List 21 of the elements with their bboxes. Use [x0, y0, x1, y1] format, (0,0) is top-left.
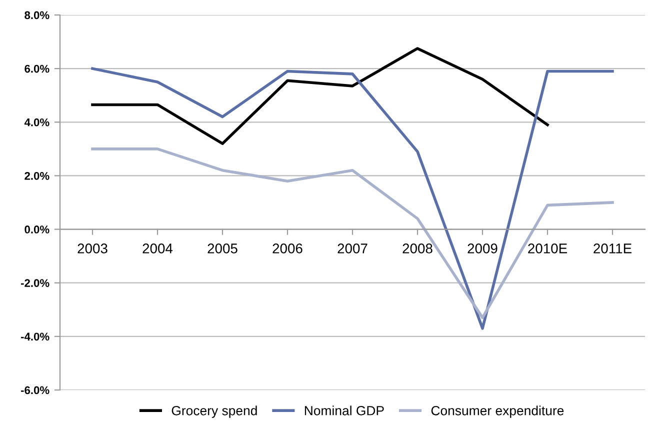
x-tick-label: 2008	[402, 244, 432, 254]
line-series	[91, 47, 549, 145]
y-tick-label: 0.0%	[24, 226, 50, 234]
y-tick-label: 2.0%	[24, 172, 50, 180]
x-tick-label: 2010E	[528, 244, 567, 254]
y-tick-label: -6.0%	[20, 386, 50, 394]
y-tick-label: 8.0%	[24, 11, 50, 20]
x-tick-label: 2009	[468, 244, 498, 254]
legend-label: Nominal GDP	[304, 406, 384, 416]
x-tick-label: 2011E	[594, 244, 632, 254]
x-tick-label: 2004	[142, 244, 173, 254]
x-tick-label: 2005	[208, 244, 238, 254]
x-tick-label: 2003	[78, 244, 108, 254]
legend-label: Grocery spend	[172, 406, 257, 418]
x-tick-label: 2007	[338, 244, 368, 254]
legend-label: Consumer expenditure	[431, 406, 564, 418]
x-tick-label: 2006	[272, 244, 302, 254]
y-tick-label: -4.0%	[20, 332, 50, 341]
y-tick-label: -2.0%	[20, 279, 50, 287]
y-tick-label: 6.0%	[24, 64, 50, 73]
y-tick-label: 4.0%	[24, 118, 50, 126]
